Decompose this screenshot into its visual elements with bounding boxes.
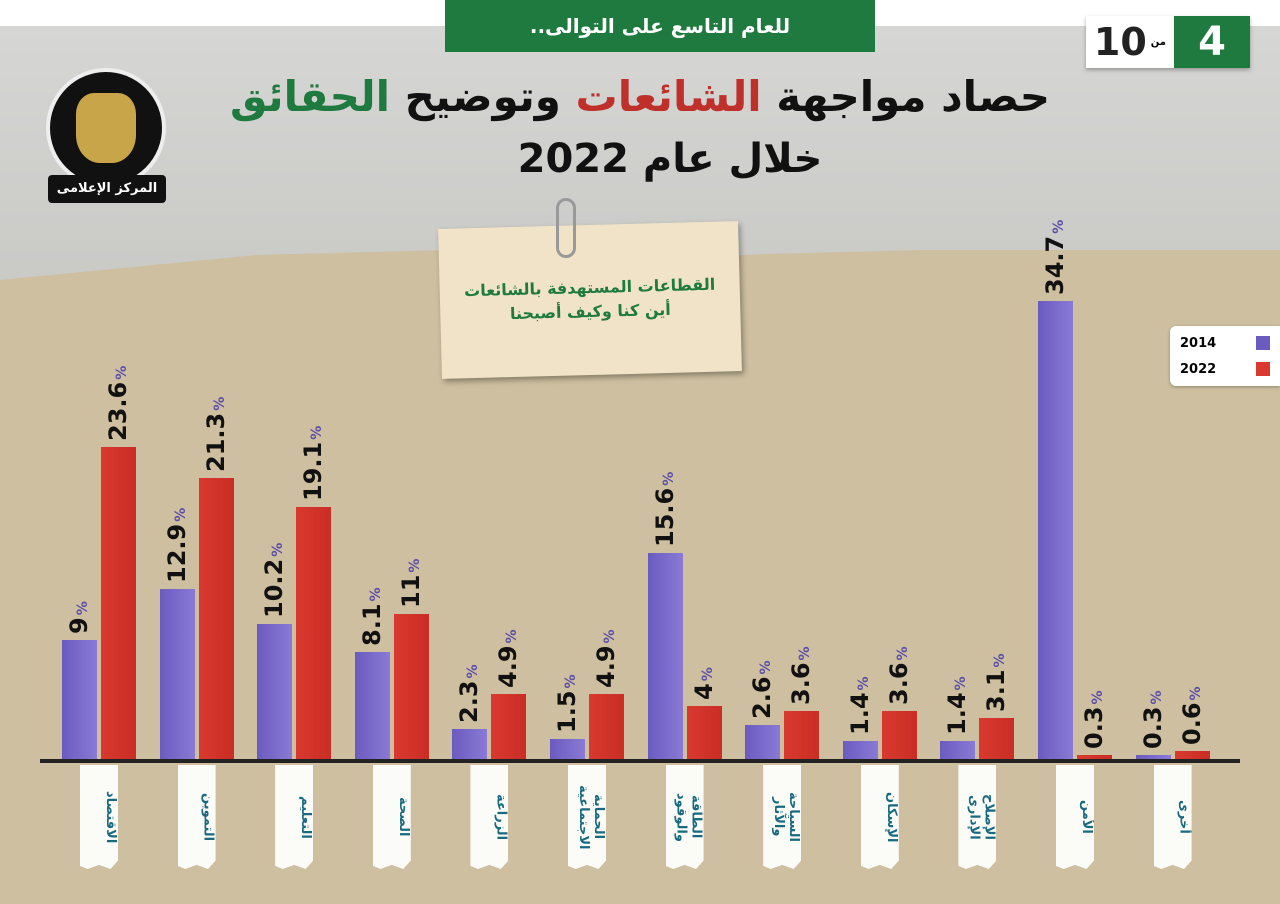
legend-label: 2014	[1180, 335, 1217, 351]
category-label-text: الإسكان	[883, 791, 899, 843]
value-label: 4.9%	[494, 629, 523, 689]
value-label: 1.4%	[845, 675, 874, 735]
bar-2022	[979, 718, 1015, 759]
value-label: 19.1%	[299, 425, 328, 501]
category-label-text: الاقتصاد	[103, 790, 118, 844]
category-label-text: أخرى	[1176, 800, 1192, 834]
value-label: 0.6%	[1177, 686, 1206, 746]
value-label: 1.5%	[553, 674, 581, 734]
legend-swatch	[1256, 362, 1270, 376]
title-part2: وتوضيح	[404, 72, 561, 121]
value-label: 2.6%	[748, 660, 777, 719]
value-label: 15.6%	[650, 471, 679, 548]
category-label-text: التموين	[200, 792, 216, 842]
category-label-text: الأمن	[1079, 800, 1094, 834]
page-of-label: من	[1150, 36, 1166, 48]
page-current: 4	[1174, 16, 1250, 68]
bar-2014	[745, 724, 781, 759]
legend-item-2014: 2014	[1180, 330, 1270, 356]
bar-2014	[1038, 300, 1073, 759]
category-label: الإصلاح الإدارى	[958, 765, 997, 869]
title-green: الحقائق	[229, 72, 391, 121]
value-label: 34.7%	[1041, 219, 1069, 295]
bar-2014	[842, 740, 878, 759]
bar-2022	[589, 694, 624, 759]
bar-2022	[393, 613, 429, 759]
bar-2014	[940, 740, 976, 759]
banner: للعام التاسع على التوالى..	[445, 0, 875, 52]
category-label-text: السياحة والآثار	[771, 791, 802, 842]
bar-2022	[686, 706, 722, 759]
bar-2014	[354, 652, 390, 759]
value-label: 0.3%	[1080, 690, 1108, 750]
bar-2022	[198, 477, 234, 759]
x-axis	[40, 759, 1240, 763]
bar-2014	[550, 739, 585, 759]
category-label: الصحة	[372, 765, 411, 869]
bar-2014	[257, 624, 293, 759]
paperclip-icon	[556, 198, 576, 258]
category-label: الاقتصاد	[80, 765, 118, 869]
bar-2014	[452, 728, 488, 759]
category-label: التعليم	[275, 765, 314, 869]
value-label: 12.9%	[162, 507, 191, 583]
value-label: 21.3%	[201, 396, 230, 472]
logo-caption: المركز الإعلامى	[48, 175, 166, 203]
category-label: الإسكان	[860, 765, 899, 869]
bar-2014	[62, 640, 97, 759]
bar-2022	[491, 694, 527, 759]
page-indicator: 10 من 4	[1085, 16, 1250, 68]
bar-2022	[296, 506, 332, 759]
legend-item-2022: 2022	[1180, 356, 1270, 382]
cabinet-logo	[46, 68, 166, 188]
page-title: حصاد مواجهة الشائعات وتوضيح الحقائق	[0, 72, 1280, 121]
value-label: 4.9%	[592, 629, 620, 689]
category-label-text: الطاقة والوقود	[673, 792, 704, 842]
bar-2022	[784, 711, 820, 759]
bar-2022	[881, 711, 917, 759]
bar-2022	[1077, 755, 1112, 759]
value-label: 2.3%	[455, 664, 484, 723]
category-label-text: الزراعة	[493, 793, 509, 841]
category-label: التموين	[177, 765, 216, 869]
value-label: 8.1%	[357, 587, 386, 647]
value-label: 3.6%	[884, 646, 913, 706]
bar-2014	[647, 553, 683, 759]
legend-label: 2022	[1180, 361, 1217, 377]
value-label: 3.6%	[787, 646, 816, 706]
bar-2022	[1174, 751, 1210, 759]
value-label: 3.1%	[982, 653, 1011, 713]
category-label-text: التعليم	[298, 795, 314, 839]
value-label: 4%	[689, 667, 718, 701]
category-label: السياحة والآثار	[763, 765, 802, 869]
page-total: 10	[1093, 20, 1147, 64]
value-label: 11%	[396, 558, 425, 608]
category-label: الحماية الاجتماعية	[568, 765, 606, 869]
value-label: 23.6%	[104, 366, 132, 442]
bar-2014	[1135, 755, 1171, 759]
eagle-emblem-icon	[76, 93, 136, 163]
legend: 2014 2022	[1170, 326, 1280, 386]
page-subtitle: خلال عام 2022	[517, 136, 823, 182]
title-part1: حصاد مواجهة	[776, 72, 1051, 121]
category-label-text: الإصلاح الإدارى	[966, 794, 997, 840]
page-total-box: 10 من	[1085, 16, 1174, 68]
legend-swatch	[1256, 336, 1270, 350]
category-label: أخرى	[1153, 765, 1192, 869]
bar-2022	[101, 447, 136, 759]
category-label-text: الصحة	[395, 797, 411, 837]
value-label: 1.4%	[943, 675, 972, 735]
category-label: الطاقة والوقود	[665, 765, 704, 869]
value-label: 9%	[65, 601, 93, 635]
title-red: الشائعات	[575, 72, 762, 121]
value-label: 10.2%	[260, 543, 289, 619]
category-label-text: الحماية الاجتماعية	[576, 784, 606, 850]
category-label: الزراعة	[470, 765, 509, 869]
category-label: الأمن	[1056, 765, 1094, 869]
bar-2014	[159, 588, 195, 759]
value-label: 0.3%	[1138, 690, 1167, 750]
